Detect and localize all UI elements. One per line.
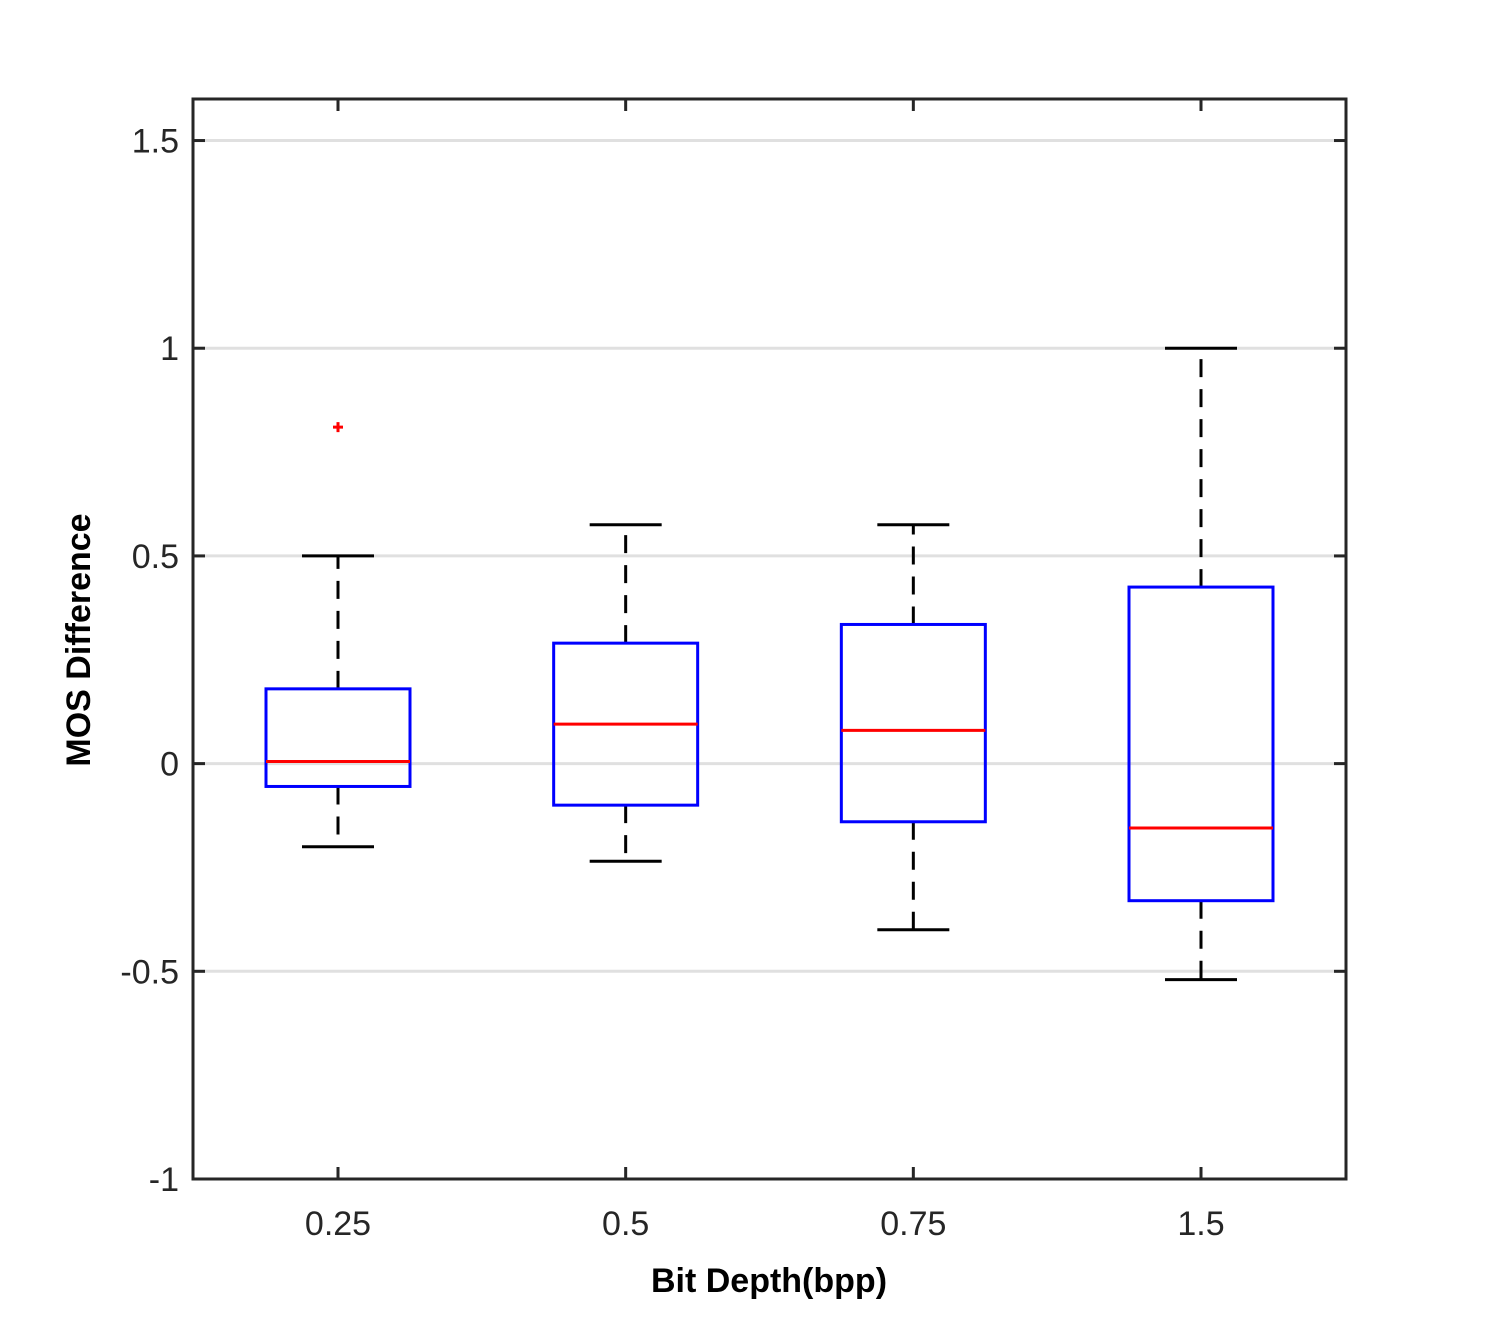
box-group-0 <box>264 422 412 849</box>
x-axis-title: Bit Depth(bpp) <box>651 1262 887 1300</box>
box-plot-series <box>264 346 1275 982</box>
box-group-3 <box>1127 346 1275 982</box>
x-tick-label-3: 1.5 <box>1177 1205 1224 1243</box>
x-tick-label-2: 0.75 <box>880 1205 946 1243</box>
axis-labels: -1 -0.5 0 0.5 1 1.5 0.25 0.5 0.75 1.5 <box>120 123 1224 1243</box>
y-axis-title: MOS Difference <box>60 513 98 766</box>
y-tick-label-4: 1 <box>160 330 179 368</box>
y-tick-label-1: -0.5 <box>120 953 179 991</box>
y-tick-label-2: 0 <box>160 746 179 784</box>
plot-frame <box>191 97 1348 1181</box>
box-2 <box>839 622 987 824</box>
x-tick-label-0: 0.25 <box>305 1205 371 1243</box>
x-tick-label-1: 0.5 <box>602 1205 649 1243</box>
grid-lines <box>193 139 1346 973</box>
outlier-marker-0-0 <box>333 422 343 433</box>
y-tick-label-3: 0.5 <box>132 538 179 576</box>
box-group-1 <box>552 523 700 863</box>
y-tick-label-5: 1.5 <box>132 123 179 161</box>
box-0 <box>264 687 412 788</box>
box-3 <box>1127 585 1275 903</box>
box-group-2 <box>839 523 987 932</box>
y-tick-label-0: -1 <box>149 1161 179 1199</box>
plot-axes <box>191 97 1348 1181</box>
